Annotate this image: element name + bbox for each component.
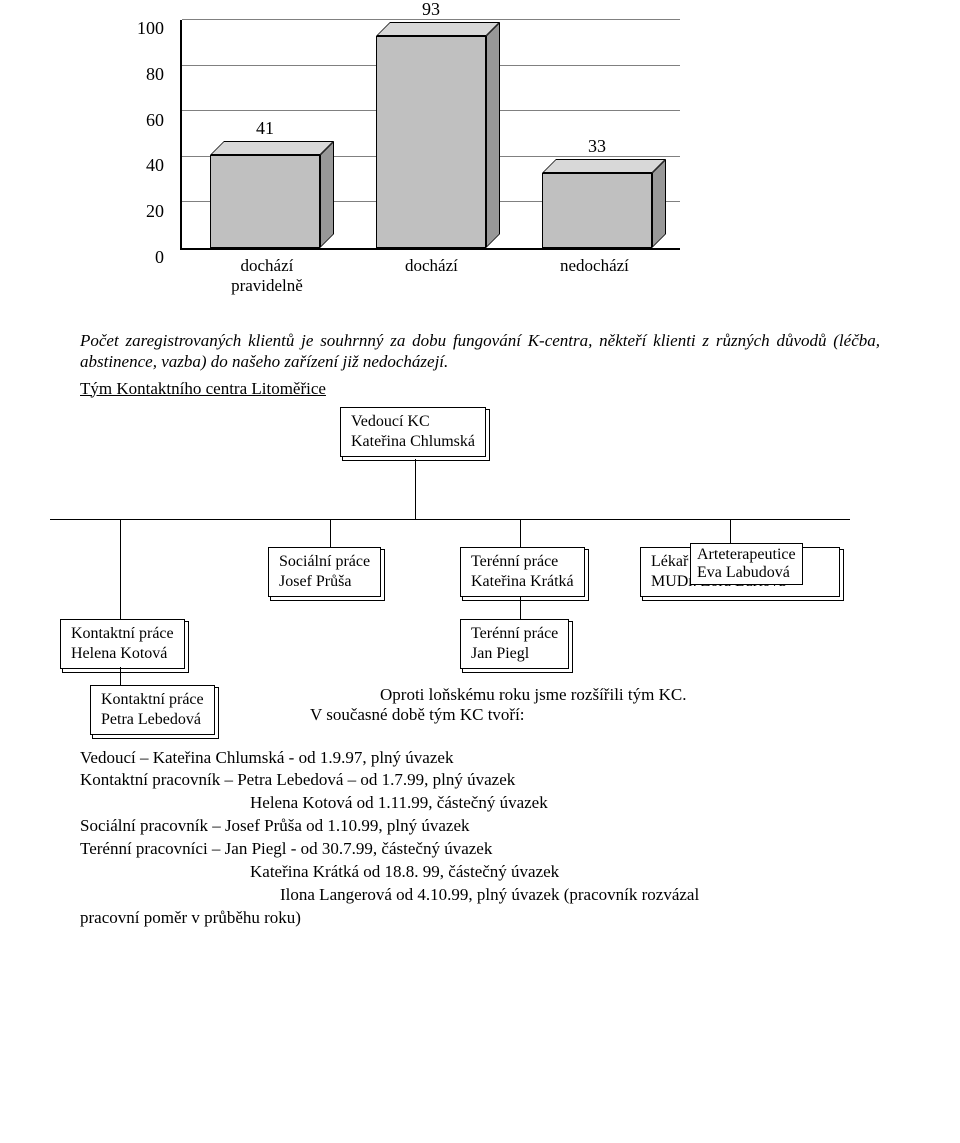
org-node-name: Kateřina Chlumská — [351, 432, 475, 452]
intro-line2: V současné době tým KC tvoří: — [310, 705, 686, 725]
org-node-name: Helena Kotová — [71, 644, 174, 664]
ytick: 0 — [120, 247, 170, 268]
ytick: 20 — [120, 201, 170, 222]
org-node-art: Arteterapeutice Eva Labudová — [690, 543, 803, 585]
ytick: 100 — [120, 18, 170, 39]
org-node-title: Terénní práce — [471, 624, 558, 644]
org-node-title: Sociální práce — [279, 552, 370, 572]
staff-line: Sociální pracovník – Josef Průša od 1.10… — [80, 815, 880, 838]
ytick: 60 — [120, 110, 170, 131]
bar-chart: 0 20 40 60 80 100 41 93 33 dochází pravide… — [120, 10, 700, 300]
staff-line: Ilona Langerová od 4.10.99, plný úvazek … — [80, 884, 880, 907]
bar-value-label: 93 — [376, 0, 486, 20]
intro-text: Oproti loňskému roku jsme rozšířili tým … — [310, 685, 686, 725]
org-node-name: Kateřina Krátká — [471, 572, 574, 592]
bar: 93 — [376, 20, 486, 248]
staff-line: Helena Kotová od 1.11.99, částečný úvaze… — [80, 792, 880, 815]
org-node-name: Eva Labudová — [697, 564, 796, 582]
org-node-title: Arteterapeutice — [697, 546, 796, 564]
org-node-contact2: Kontaktní práce Petra Lebedová — [90, 685, 215, 735]
bar: 41 — [210, 20, 320, 248]
section-heading: Tým Kontaktního centra Litoměřice — [80, 379, 880, 399]
org-node-title: Vedoucí KC — [351, 412, 475, 432]
y-axis: 0 20 40 60 80 100 — [120, 10, 170, 260]
org-node-name: Josef Průša — [279, 572, 370, 592]
org-node-contact1: Kontaktní práce Helena Kotová — [60, 619, 185, 669]
org-node-terrain: Terénní práce Kateřina Krátká — [460, 547, 585, 597]
plot-area: 41 93 33 — [180, 20, 680, 250]
x-label: dochází pravidelně — [231, 256, 303, 296]
x-label: dochází — [405, 256, 458, 296]
staff-line: Vedoucí – Kateřina Chlumská - od 1.9.97,… — [80, 747, 880, 770]
org-node-name: Petra Lebedová — [101, 710, 204, 730]
intro-line1: Oproti loňskému roku jsme rozšířili tým … — [310, 685, 686, 705]
org-node-social: Sociální práce Josef Průša — [268, 547, 381, 597]
ytick: 80 — [120, 64, 170, 85]
staff-line: Kateřina Krátká od 18.8. 99, částečný úv… — [80, 861, 880, 884]
caption-paragraph: Počet zaregistrovaných klientů je souhrn… — [80, 330, 880, 373]
org-node-terrain2: Terénní práce Jan Piegl — [460, 619, 569, 669]
staff-line: Terénní pracovníci – Jan Piegl - od 30.7… — [80, 838, 880, 861]
staff-list: Vedoucí – Kateřina Chlumská - od 1.9.97,… — [80, 747, 880, 931]
ytick: 40 — [120, 155, 170, 176]
x-label: nedochází — [560, 256, 629, 296]
org-node-title: Kontaktní práce — [71, 624, 174, 644]
org-chart: Vedoucí KC Kateřina Chlumská Sociální pr… — [50, 407, 850, 747]
bar: 33 — [542, 20, 652, 248]
org-node-title: Kontaktní práce — [101, 690, 204, 710]
org-node-name: Jan Piegl — [471, 644, 558, 664]
org-head: Vedoucí KC Kateřina Chlumská — [340, 407, 486, 457]
bar-value-label: 41 — [210, 118, 320, 139]
staff-line: pracovní poměr v průběhu roku) — [80, 907, 880, 930]
x-axis: dochází pravidelně dochází nedochází — [180, 256, 680, 296]
staff-line: Kontaktní pracovník – Petra Lebedová – o… — [80, 769, 880, 792]
org-node-title: Terénní práce — [471, 552, 574, 572]
bar-value-label: 33 — [542, 136, 652, 157]
